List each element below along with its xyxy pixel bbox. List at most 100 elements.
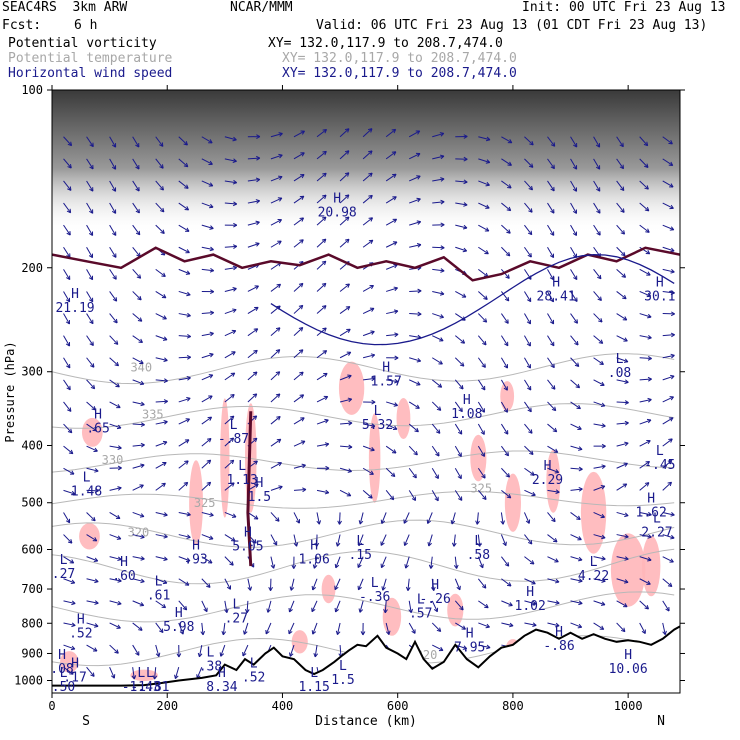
wind-vector-arrow <box>63 534 73 544</box>
wind-vector-arrow <box>478 180 490 187</box>
wind-vector-arrow <box>524 401 532 413</box>
wind-vector-arrow <box>385 173 397 182</box>
theta-contour-label: 330 <box>102 453 124 467</box>
wind-vector-arrow <box>524 224 533 236</box>
wind-vector-arrow <box>155 461 167 469</box>
wind-vector-arrow <box>386 286 398 292</box>
wind-vector-arrow <box>385 490 395 501</box>
wind-vector-arrow <box>616 180 625 192</box>
wind-vector-arrow <box>662 622 667 636</box>
theta-contour <box>52 591 675 623</box>
extremum-label: H-.86 <box>543 625 574 654</box>
tropopause-pv-line <box>52 246 680 282</box>
wind-vector-arrow <box>593 464 606 469</box>
extremum-value: 1.5 <box>248 490 271 505</box>
wind-vector-arrow <box>357 556 364 568</box>
wind-vector-arrow <box>152 667 158 680</box>
wind-vector-arrow <box>132 463 145 469</box>
wind-vector-arrow <box>86 158 94 170</box>
wind-vector-arrow <box>337 512 342 525</box>
wind-vector-arrow <box>270 240 282 248</box>
wind-vector-arrow <box>547 379 556 390</box>
wind-vector-arrow <box>524 423 533 434</box>
wind-vector-arrow <box>316 128 328 138</box>
wind-vector-arrow <box>478 622 490 629</box>
extremum-label: H1.62 <box>636 492 667 521</box>
wind-vector-arrow <box>201 202 214 209</box>
wind-vector-arrow <box>316 282 327 292</box>
org-label: NCAR/MMM <box>230 0 293 15</box>
wind-vector-arrow <box>132 291 142 301</box>
wind-vector-arrow <box>639 482 650 491</box>
wind-vector-arrow <box>86 445 98 452</box>
wind-vector-arrow <box>340 444 353 450</box>
wind-vector-arrow <box>477 313 488 323</box>
wind-vector-arrow <box>593 224 601 236</box>
wind-vector-arrow <box>109 622 121 629</box>
extremum-label: L-.45 <box>644 444 675 473</box>
wind-vector-arrow <box>362 239 374 248</box>
wind-vector-arrow <box>524 622 537 627</box>
south-end-label: S <box>82 714 90 729</box>
wind-vector-arrow <box>500 291 510 302</box>
wind-vector-arrow <box>270 556 276 569</box>
wind-vector-arrow <box>500 556 510 567</box>
extremum-value: 1.48 <box>71 484 102 499</box>
wind-vector-arrow <box>201 289 215 294</box>
wind-vector-arrow <box>403 534 410 546</box>
theta-contour-label: 325 <box>470 481 492 495</box>
wind-vector-arrow <box>293 130 305 138</box>
field-xy-wind: XY= 132.0,117.9 to 208.7,474.0 <box>282 66 517 81</box>
wind-vector-arrow <box>317 465 330 471</box>
wind-vector-arrow <box>247 306 259 314</box>
extremum-value: .57 <box>409 606 432 621</box>
extremum-value: 1.5 <box>331 673 354 688</box>
wind-vector-arrow <box>109 666 116 679</box>
wind-vector-arrow <box>432 222 445 228</box>
wind-vector-arrow <box>408 152 421 160</box>
wind-vector-arrow <box>547 534 558 543</box>
theta-contour-label: 340 <box>130 361 152 375</box>
wind-vector-arrow <box>316 172 327 182</box>
wind-vector-arrow <box>288 600 295 613</box>
wind-vector-arrow <box>270 349 281 359</box>
wind-vector-arrow <box>454 600 464 611</box>
extremum-label: H.17 <box>63 656 86 685</box>
pv-shading-patch <box>130 669 159 682</box>
wind-vector-arrow <box>270 371 281 381</box>
wind-vector-arrow <box>224 459 235 469</box>
wind-vector-arrow <box>270 534 278 546</box>
extremum-value: 28.41 <box>537 289 576 304</box>
wind-vector-arrow <box>224 437 235 447</box>
extremum-label: H28.41 <box>537 275 576 304</box>
wind-vector-arrow <box>86 180 94 192</box>
wind-vector-arrow <box>363 376 376 382</box>
wind-vector-arrow <box>408 622 416 634</box>
wind-vector-arrow <box>547 489 560 495</box>
wind-vector-arrow <box>547 335 555 347</box>
wind-vector-arrow <box>478 224 490 232</box>
extremum-label: H1.5 <box>248 476 271 505</box>
wind-vector-arrow <box>270 132 283 138</box>
wind-vector-arrow <box>477 467 486 479</box>
wind-vector-arrow <box>316 260 327 270</box>
extremum-value: 21.19 <box>55 301 94 316</box>
wind-vector-arrow <box>639 418 652 425</box>
extremum-type: L <box>374 404 382 419</box>
wind-vector-arrow <box>524 180 533 191</box>
wind-vector-arrow <box>293 304 304 314</box>
extremum-value: -.45 <box>644 458 675 473</box>
wind-vector-arrow <box>224 351 236 359</box>
wind-vector-arrow <box>109 291 118 302</box>
wind-vector-arrow <box>662 180 674 188</box>
wind-vector-arrow <box>247 512 259 520</box>
y-tick-label: 500 <box>21 496 43 510</box>
wind-vector-arrow <box>109 600 122 606</box>
extremum-value: 1.08 <box>451 407 482 422</box>
extremum-label: L.15 <box>348 534 371 563</box>
wind-vector-arrow <box>86 556 99 562</box>
wind-vector-arrow <box>316 395 329 403</box>
wind-vector-arrow <box>454 357 465 367</box>
extremum-value: 5.32 <box>362 418 393 433</box>
wind-vector-arrow <box>339 467 352 473</box>
